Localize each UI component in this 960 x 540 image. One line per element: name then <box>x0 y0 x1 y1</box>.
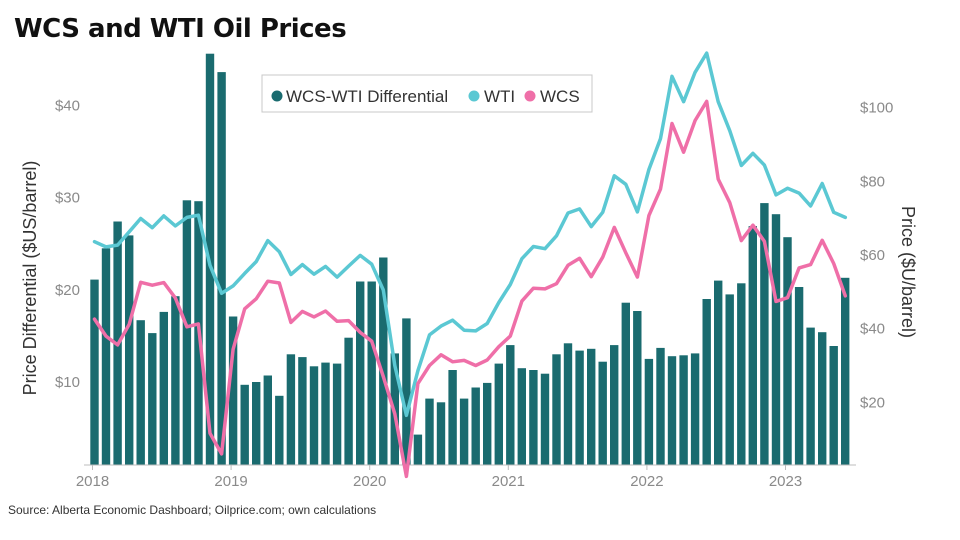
differential-bar <box>171 296 180 465</box>
differential-bar <box>494 363 503 465</box>
differential-bar <box>587 348 596 465</box>
x-tick-label: 2022 <box>630 473 663 490</box>
differential-bar <box>667 356 677 465</box>
differential-bar <box>517 368 526 465</box>
differential-bar <box>748 226 757 465</box>
differential-bar <box>656 347 665 465</box>
right-axis-title: Price ($U/barrel) <box>898 206 918 338</box>
x-tick-label: 2020 <box>353 473 386 490</box>
right-tick-label: $100 <box>860 100 893 117</box>
differential-bar <box>90 279 99 465</box>
differential-bar <box>298 357 307 465</box>
differential-bar <box>794 287 804 465</box>
legend-marker-wti <box>468 90 480 102</box>
source-note: Source: Alberta Economic Dashboard; Oilp… <box>8 503 377 517</box>
differential-bar <box>702 299 711 465</box>
differential-bar <box>228 316 238 465</box>
left-tick-label: $30 <box>55 190 80 207</box>
legend-label-differential: WCS-WTI Differential <box>286 87 448 106</box>
right-axis-ticks: $20 $40 $60 $80 $100 <box>860 100 893 412</box>
differential-bar <box>159 311 168 465</box>
right-tick-label: $60 <box>860 247 885 264</box>
differential-bar <box>506 345 515 465</box>
differential-bar <box>621 302 630 465</box>
differential-bar <box>563 343 573 465</box>
left-axis-title: Price Differential ($US/barrel) <box>20 161 40 396</box>
differential-bar <box>286 354 296 465</box>
wti-line <box>92 51 848 418</box>
differential-bar <box>714 280 723 465</box>
differential-bar <box>610 345 619 465</box>
differential-bars <box>90 53 850 466</box>
differential-bar <box>321 362 330 465</box>
differential-bar <box>436 402 446 465</box>
differential-bar <box>332 363 342 465</box>
differential-bar <box>841 277 850 465</box>
differential-bar <box>413 434 423 465</box>
legend-marker-wcs <box>524 90 536 102</box>
differential-bar <box>806 327 815 465</box>
differential-bar <box>529 370 538 465</box>
differential-bar <box>679 355 688 465</box>
differential-bar <box>367 281 376 465</box>
differential-bar <box>760 203 769 465</box>
differential-bar <box>425 398 434 465</box>
differential-bar <box>471 387 480 465</box>
differential-bar <box>379 257 388 465</box>
differential-bar <box>309 366 319 465</box>
differential-bar <box>725 294 734 465</box>
legend: WCS-WTI Differential WTI WCS <box>261 74 593 113</box>
differential-bar <box>552 354 561 465</box>
legend-label-wcs: WCS <box>540 87 580 106</box>
differential-bar <box>402 318 411 465</box>
differential-bar <box>182 200 192 466</box>
differential-bar <box>356 281 365 465</box>
chart-title: WCS and WTI Oil Prices <box>14 14 347 44</box>
differential-bar <box>783 237 792 465</box>
x-tick-label: 2023 <box>769 473 802 490</box>
x-axis-ticks: 2018 2019 2020 2021 2022 2023 <box>76 465 802 490</box>
differential-bar <box>275 395 284 465</box>
differential-bar <box>540 373 550 465</box>
differential-bar <box>240 384 249 465</box>
legend-marker-differential <box>271 90 283 102</box>
differential-bar <box>459 398 469 465</box>
left-tick-label: $40 <box>55 97 80 114</box>
differential-bar <box>771 214 781 465</box>
wcs-line <box>92 99 848 479</box>
differential-bar <box>690 353 700 465</box>
differential-bar <box>829 346 838 465</box>
x-tick-label: 2021 <box>492 473 525 490</box>
left-tick-label: $20 <box>55 282 80 299</box>
differential-bar <box>483 382 492 465</box>
differential-bar <box>252 382 261 465</box>
differential-bar <box>575 350 584 465</box>
differential-bar <box>136 320 145 465</box>
differential-bar <box>344 337 353 465</box>
right-tick-label: $80 <box>860 173 885 190</box>
differential-bar <box>125 235 134 465</box>
left-axis-ticks: $10 $20 $30 $40 <box>55 97 80 391</box>
left-tick-label: $10 <box>55 374 80 391</box>
differential-bar <box>101 248 111 465</box>
differential-bar <box>217 72 226 465</box>
differential-bar <box>448 370 457 465</box>
right-tick-label: $20 <box>860 394 885 411</box>
legend-box <box>261 74 593 113</box>
differential-bar <box>263 375 272 465</box>
right-tick-label: $40 <box>860 321 885 338</box>
differential-bar <box>818 332 827 465</box>
legend-label-wti: WTI <box>484 87 515 106</box>
differential-bar <box>633 311 642 465</box>
x-tick-label: 2018 <box>76 473 109 490</box>
differential-bar <box>644 358 654 465</box>
differential-bar <box>148 333 157 465</box>
differential-bar <box>737 283 746 465</box>
differential-bar <box>598 361 607 465</box>
x-tick-label: 2019 <box>214 473 247 490</box>
